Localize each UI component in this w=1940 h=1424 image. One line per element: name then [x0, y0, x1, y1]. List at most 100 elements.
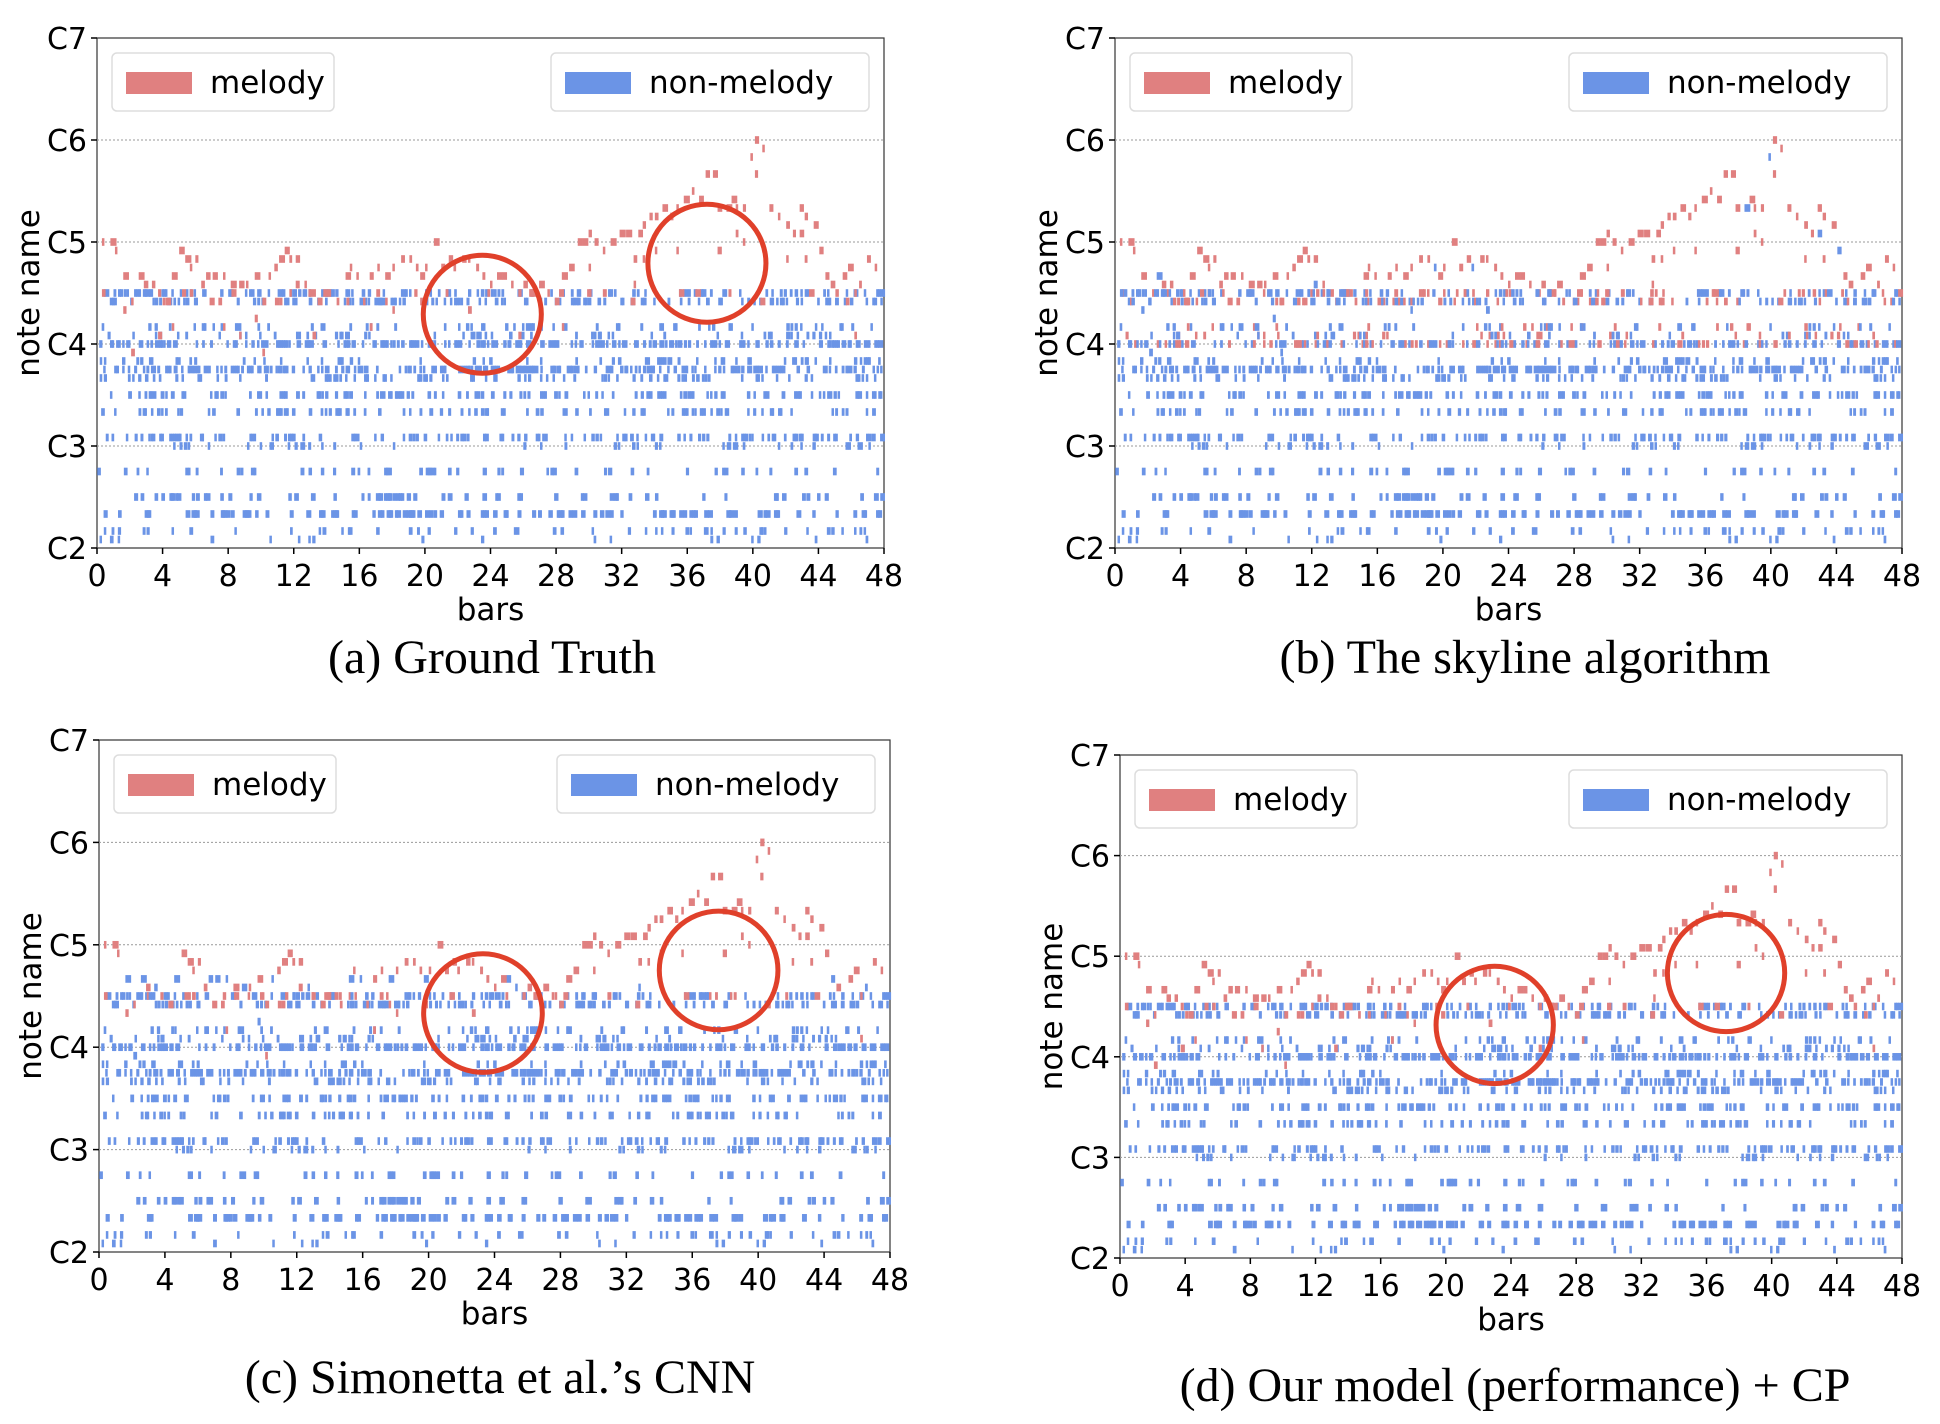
non-melody-note: [220, 1137, 225, 1145]
non-melody-note: [863, 527, 867, 535]
non-melody-note: [282, 1043, 286, 1052]
non-melody-note: [704, 340, 707, 348]
non-melody-note: [371, 1196, 375, 1205]
non-melody-note: [1558, 365, 1561, 374]
non-melody-note: [731, 1145, 735, 1154]
y-tick-label: C6: [1065, 124, 1105, 159]
non-melody-note: [1845, 391, 1848, 399]
non-melody-note: [205, 365, 209, 374]
non-melody-note: [781, 493, 787, 501]
melody-note: [1177, 297, 1181, 306]
non-melody-note: [1301, 340, 1305, 348]
non-melody-note: [1440, 365, 1444, 374]
melody-note: [185, 255, 192, 263]
non-melody-note: [720, 408, 723, 416]
non-melody-note: [268, 1043, 272, 1052]
non-melody-note: [1631, 289, 1635, 297]
non-melody-note: [1406, 391, 1410, 399]
non-melody-note: [294, 1111, 299, 1120]
non-melody-note: [879, 1077, 883, 1086]
non-melody-note: [365, 992, 369, 1000]
non-melody-note: [1703, 289, 1707, 297]
non-melody-note: [1400, 289, 1404, 297]
non-melody-note: [663, 357, 667, 365]
non-melody-note: [1213, 467, 1217, 476]
non-melody-note: [340, 1060, 344, 1069]
non-melody-note: [694, 1231, 698, 1239]
non-melody-note: [476, 1034, 480, 1043]
non-melody-note: [1600, 493, 1606, 501]
non-melody-note: [1394, 323, 1398, 331]
non-melody-note: [1818, 323, 1821, 331]
non-melody-note: [609, 493, 615, 501]
non-melody-note: [1771, 408, 1775, 416]
non-melody-note: [841, 340, 845, 348]
non-melody-note: [1777, 527, 1781, 535]
non-melody-note: [123, 289, 127, 297]
non-melody-note: [1891, 374, 1895, 382]
melody-note: [769, 204, 774, 212]
non-melody-note: [1443, 297, 1447, 306]
non-melody-note: [1875, 442, 1878, 450]
non-melody-note: [262, 1145, 266, 1154]
non-melody-note: [293, 1231, 296, 1239]
melody-note: [160, 992, 164, 1000]
non-melody-note: [607, 331, 611, 340]
melody-note: [539, 280, 545, 289]
non-melody-note: [1703, 365, 1707, 374]
non-melody-note: [392, 1214, 397, 1222]
non-melody-note: [791, 1026, 796, 1034]
non-melody-note: [235, 1043, 239, 1052]
non-melody-note: [174, 1026, 177, 1034]
non-melody-note: [1633, 493, 1637, 501]
melody-note: [1760, 204, 1765, 212]
non-melody-note: [696, 1077, 700, 1086]
non-melody-note: [449, 297, 453, 306]
non-melody-note: [169, 1043, 172, 1052]
non-melody-note: [1281, 365, 1285, 374]
non-melody-note: [539, 442, 543, 450]
melody-note: [1189, 272, 1196, 280]
melody-note: [1603, 297, 1606, 306]
non-melody-note: [1872, 527, 1875, 535]
non-melody-note: [714, 357, 717, 365]
non-melody-note: [292, 289, 295, 297]
non-melody-note: [1166, 323, 1170, 331]
non-melody-note: [1280, 348, 1284, 357]
non-melody-note: [472, 357, 477, 365]
non-melody-note: [1543, 340, 1547, 348]
non-melody-note: [1535, 433, 1539, 442]
non-melody-note: [1484, 433, 1488, 442]
non-melody-note: [779, 289, 783, 297]
non-melody-note: [1164, 365, 1168, 374]
non-melody-note: [1775, 365, 1778, 374]
non-melody-note: [215, 391, 219, 399]
non-melody-note: [587, 391, 590, 399]
non-melody-note: [846, 1026, 850, 1034]
non-melody-note: [530, 1111, 533, 1120]
non-melody-note: [282, 391, 285, 399]
non-melody-note: [1693, 323, 1696, 331]
non-melody-note: [740, 1068, 743, 1077]
non-melody-note: [558, 1094, 563, 1103]
non-melody-note: [307, 992, 311, 1000]
non-melody-note: [416, 1068, 420, 1077]
non-melody-note: [798, 1137, 803, 1145]
non-melody-note: [835, 1094, 839, 1103]
non-melody-note: [398, 365, 402, 374]
non-melody-note: [291, 365, 296, 374]
non-melody-note: [1285, 289, 1289, 297]
non-melody-note: [1447, 510, 1452, 518]
melody-note: [1125, 331, 1129, 340]
non-melody-note: [583, 297, 587, 306]
non-melody-note: [747, 340, 750, 348]
non-melody-note: [731, 1111, 735, 1120]
non-melody-note: [1439, 535, 1443, 544]
non-melody-note: [811, 1196, 816, 1205]
melody-note: [1572, 340, 1576, 348]
non-melody-note: [1465, 340, 1469, 348]
non-melody-note: [1264, 442, 1268, 450]
legend-box: [550, 52, 870, 112]
non-melody-note: [1314, 391, 1318, 399]
non-melody-note: [348, 1094, 353, 1103]
